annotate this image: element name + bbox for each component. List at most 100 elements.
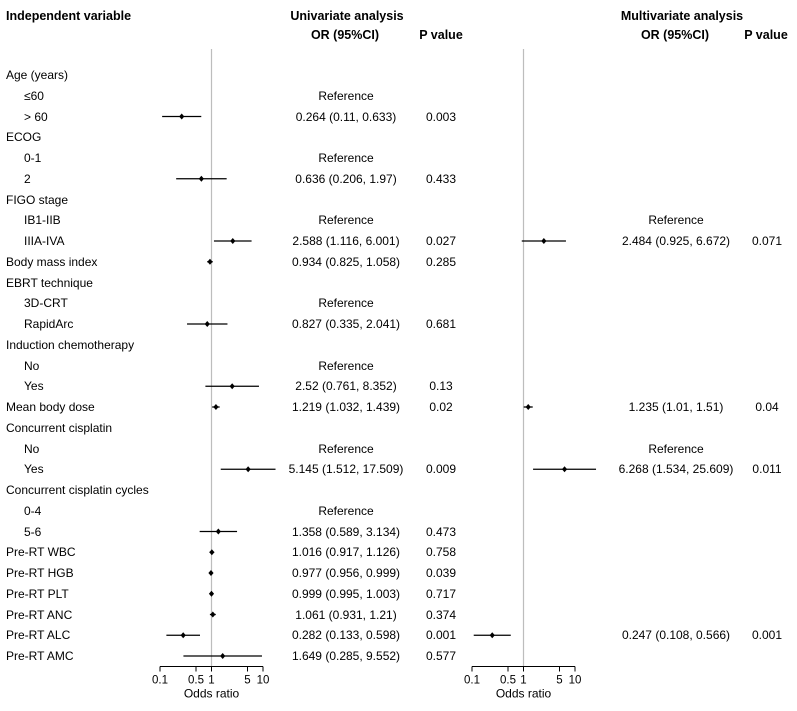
univariate-point-estimate xyxy=(245,466,251,473)
variable-label: Pre-RT WBC xyxy=(6,545,76,560)
header-univariate-p: P value xyxy=(419,28,463,42)
univariate-or-text: 5.145 (1.512, 17.509) xyxy=(288,462,404,477)
subgroup-label: > 60 xyxy=(24,109,48,124)
multivariate-tick-label: 0.5 xyxy=(500,675,516,687)
subgroup-label: 0-1 xyxy=(24,151,42,165)
univariate-p-value: 0.758 xyxy=(425,545,457,560)
multivariate-or-text: 6.268 (1.534, 25.609) xyxy=(618,462,734,477)
univariate-or-text: Reference xyxy=(318,358,374,373)
multivariate-point-estimate xyxy=(489,632,495,639)
univariate-or-text: Reference xyxy=(318,441,374,456)
variable-label: ECOG xyxy=(6,130,42,145)
multivariate-p-value: 0.011 xyxy=(752,462,782,477)
variable-label: Induction chemotherapy xyxy=(6,337,135,352)
multivariate-point-estimate xyxy=(561,466,568,473)
univariate-p-value: 0.433 xyxy=(425,171,457,186)
univariate-or-text: 0.999 (0.995, 1.003) xyxy=(291,586,401,601)
univariate-or-text: 0.264 (0.11, 0.633) xyxy=(295,109,397,124)
univariate-p-value: 0.374 xyxy=(425,607,457,622)
univariate-or-text: Reference xyxy=(318,296,374,311)
univariate-or-text: Reference xyxy=(318,503,374,518)
univariate-point-estimate xyxy=(179,113,185,120)
univariate-or-text: 1.016 (0.917, 1.126) xyxy=(291,545,401,560)
univariate-or-text: 2.588 (1.116, 6.001) xyxy=(292,234,400,248)
univariate-or-text: 0.636 (0.206, 1.97) xyxy=(295,171,397,186)
univariate-or-text: 1.219 (1.032, 1.439) xyxy=(291,400,401,414)
univariate-or-text: Reference xyxy=(318,88,374,103)
variable-label: Pre-RT PLT xyxy=(6,586,69,601)
univariate-point-estimate xyxy=(215,528,221,535)
univariate-point-estimate xyxy=(213,404,219,410)
multivariate-p-value: 0.04 xyxy=(755,400,779,414)
multivariate-point-estimate xyxy=(541,238,547,244)
variable-label: Concurrent cisplatin xyxy=(6,420,113,435)
variable-label: EBRT technique xyxy=(6,275,93,290)
univariate-point-estimate xyxy=(180,632,186,639)
univariate-point-estimate xyxy=(210,611,216,618)
variable-label: Pre-RT ALC xyxy=(6,628,71,643)
univariate-point-estimate xyxy=(198,175,204,182)
univariate-p-value: 0.13 xyxy=(429,379,453,394)
multivariate-p-value: 0.071 xyxy=(751,234,783,248)
univariate-p-value: 0.003 xyxy=(425,109,457,124)
univariate-point-estimate xyxy=(220,653,226,659)
multivariate-or-text: Reference xyxy=(648,441,704,456)
univariate-or-text: 0.827 (0.335, 2.041) xyxy=(291,317,401,331)
variable-label: Concurrent cisplatin cycles xyxy=(6,483,149,497)
variable-label: Mean body dose xyxy=(6,400,95,414)
univariate-p-value: 0.009 xyxy=(425,462,457,477)
multivariate-tick-label: 1 xyxy=(520,675,526,687)
univariate-p-value: 0.577 xyxy=(425,649,457,663)
univariate-p-value: 0.001 xyxy=(425,628,457,643)
header-univariate-or: OR (95%CI) xyxy=(310,28,380,42)
multivariate-axis-title: Odds ratio xyxy=(496,687,552,701)
univariate-point-estimate xyxy=(229,383,235,390)
subgroup-label: Yes xyxy=(24,462,44,477)
univariate-p-value: 0.039 xyxy=(425,566,457,580)
univariate-or-text: Reference xyxy=(318,213,374,228)
univariate-point-estimate xyxy=(208,590,215,597)
univariate-point-estimate xyxy=(230,238,236,244)
header-multivariate-or: OR (95%CI) xyxy=(640,28,710,42)
univariate-or-text: 0.282 (0.133, 0.598) xyxy=(291,628,401,643)
multivariate-point-estimate xyxy=(525,404,531,410)
univariate-p-value: 0.027 xyxy=(425,234,457,248)
header-multivariate-p: P value xyxy=(744,28,788,42)
multivariate-tick-label: 0.1 xyxy=(464,675,480,687)
univariate-tick-label: 0.5 xyxy=(188,675,204,687)
variable-label: Body mass index xyxy=(6,254,98,269)
variable-label: Pre-RT HGB xyxy=(6,566,74,580)
univariate-point-estimate xyxy=(208,570,214,576)
univariate-or-text: 1.358 (0.589, 3.134) xyxy=(291,524,401,539)
subgroup-label: RapidArc xyxy=(24,317,74,331)
univariate-p-value: 0.717 xyxy=(425,586,457,601)
univariate-p-value: 0.681 xyxy=(425,317,457,331)
univariate-p-value: 0.473 xyxy=(425,524,457,539)
multivariate-or-text: 0.247 (0.108, 0.566) xyxy=(621,628,731,643)
univariate-tick-label: 5 xyxy=(244,675,250,687)
multivariate-or-text: 1.235 (1.01, 1.51) xyxy=(628,400,724,414)
univariate-or-text: 1.649 (0.285, 9.552) xyxy=(291,649,401,663)
subgroup-label: 0-4 xyxy=(24,503,42,518)
header-independent-variable: Independent variable xyxy=(6,9,132,23)
univariate-point-estimate xyxy=(204,321,210,327)
header-univariate-analysis: Univariate analysis xyxy=(290,9,404,23)
univariate-or-text: Reference xyxy=(318,151,374,165)
subgroup-label: Yes xyxy=(24,379,44,394)
header-multivariate-analysis: Multivariate analysis xyxy=(620,9,744,23)
univariate-point-estimate xyxy=(209,549,215,556)
subgroup-label: ≤60 xyxy=(24,88,44,103)
univariate-tick-label: 1 xyxy=(208,675,214,687)
multivariate-p-value: 0.001 xyxy=(751,628,783,643)
variable-label: Pre-RT ANC xyxy=(6,607,73,622)
univariate-or-text: 0.977 (0.956, 0.999) xyxy=(291,566,401,580)
univariate-p-value: 0.02 xyxy=(429,400,453,414)
univariate-tick-label: 0.1 xyxy=(152,675,168,687)
variable-label: Pre-RT AMC xyxy=(6,649,74,663)
subgroup-label: 3D-CRT xyxy=(24,296,68,311)
subgroup-label: IIIA-IVA xyxy=(24,234,65,248)
subgroup-label: No xyxy=(24,441,40,456)
univariate-tick-label: 10 xyxy=(257,675,270,687)
multivariate-tick-label: 5 xyxy=(556,675,562,687)
